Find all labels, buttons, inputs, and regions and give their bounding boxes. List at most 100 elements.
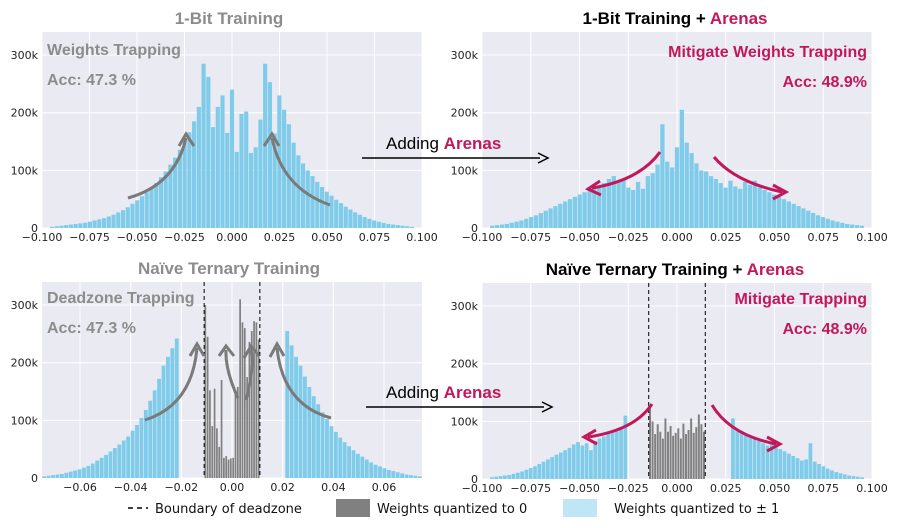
bar-zero	[692, 432, 695, 479]
spread-arrow-left	[587, 403, 654, 439]
bar-pm1	[507, 474, 512, 479]
bar-pm1	[413, 475, 418, 478]
x-tick-label: 0.04	[321, 481, 346, 494]
bar-pm1	[49, 226, 55, 228]
x-tick-label: −0.100	[462, 482, 503, 495]
bar-pm1	[130, 430, 135, 478]
bar-pm1	[854, 225, 860, 228]
bar-pm1	[538, 213, 543, 228]
spread-arrow-right	[712, 156, 783, 194]
bar-pm1	[519, 220, 524, 228]
bar-pm1	[665, 161, 670, 228]
bar-pm1	[106, 216, 111, 228]
bar-pm1	[302, 376, 307, 478]
bar-pm1	[514, 221, 519, 228]
bar-pm1	[567, 199, 573, 228]
bar-pm1	[294, 356, 298, 478]
bar-zero	[695, 427, 698, 479]
bar-pm1	[817, 464, 821, 479]
x-tick-label: 0.025	[710, 482, 742, 495]
bar-pm1	[285, 331, 290, 478]
bar-pm1	[582, 192, 587, 228]
bar-pm1	[348, 209, 353, 228]
bar-pm1	[778, 449, 783, 479]
trap-arrow-left	[127, 137, 188, 200]
bar-pm1	[855, 476, 860, 479]
bar-pm1	[112, 448, 117, 478]
bar-pm1	[139, 418, 144, 478]
panel-ternary-arenas-annotation-mitigate: Mitigate Trapping	[735, 291, 867, 308]
x-tick-label: −0.025	[608, 231, 649, 244]
bar-pm1	[847, 475, 851, 479]
bar-pm1	[835, 221, 840, 228]
bar-pm1	[650, 173, 655, 228]
bar-pm1	[121, 440, 126, 478]
x-tick-label: 0.06	[372, 481, 397, 494]
bar-pm1	[417, 476, 422, 478]
bar-pm1	[391, 224, 396, 228]
bar-pm1	[821, 466, 826, 479]
legend: Boundary of deadzone Weights quantized t…	[128, 499, 779, 517]
bar-pm1	[325, 419, 329, 478]
bar-pm1	[168, 164, 173, 228]
spread-arrow-right-head	[772, 183, 790, 201]
x-tick-label: 0.100	[406, 231, 438, 244]
bar-pm1	[840, 222, 845, 228]
bar-pm1	[343, 206, 348, 228]
x-tick-label: 0.050	[759, 231, 791, 244]
bar-pm1	[752, 438, 757, 479]
bar-pm1	[808, 443, 813, 479]
bar-pm1	[324, 191, 329, 228]
bar-pm1	[173, 157, 178, 228]
bar-pm1	[767, 192, 772, 228]
bar-pm1	[733, 186, 738, 228]
bar-pm1	[563, 450, 567, 479]
bar-pm1	[210, 127, 216, 228]
bar-zero	[661, 438, 664, 479]
bar-pm1	[104, 454, 108, 478]
bar-pm1	[825, 218, 830, 228]
bar-pm1	[386, 223, 391, 228]
panel-1bit-arenas-annotation-mitigate: Mitigate Weights Trapping	[668, 44, 867, 61]
legend-boundary-label: Boundary of deadzone	[155, 502, 302, 517]
bar-pm1	[291, 142, 296, 228]
bar-zero	[211, 426, 214, 478]
panel-ternary-arenas-gridlines	[481, 283, 873, 480]
bar-pm1	[298, 365, 303, 478]
x-tick-label: 0.000	[216, 231, 248, 244]
bar-pm1	[490, 477, 494, 479]
bar-pm1	[206, 76, 211, 228]
bar-pm1	[799, 460, 804, 479]
bar-pm1	[606, 434, 610, 479]
x-tick-label: 0.02	[270, 481, 295, 494]
bar-pm1	[533, 215, 539, 228]
x-tick-label: −0.02	[164, 481, 198, 494]
bar-pm1	[296, 155, 301, 228]
bar-pm1	[307, 386, 312, 478]
panel-ternary-title: Naïve Ternary Training	[138, 259, 320, 278]
bar-zero	[667, 431, 669, 479]
adding-arenas-label-2: Adding Arenas	[386, 383, 501, 402]
bar-pm1	[225, 132, 230, 228]
bar-pm1	[511, 473, 516, 479]
bar-zero	[672, 435, 675, 479]
bar-pm1	[248, 153, 254, 228]
trap-arrow-inner-left	[224, 349, 240, 399]
bar-pm1	[812, 461, 817, 479]
bar-pm1	[674, 147, 680, 228]
bar-pm1	[329, 426, 334, 478]
bar-zero	[204, 305, 207, 478]
x-tick-label: 0.00	[220, 481, 245, 494]
bar-pm1	[187, 132, 192, 228]
bar-pm1	[689, 153, 694, 228]
bar-zero	[232, 457, 235, 478]
bar-pm1	[139, 196, 145, 228]
bar-pm1	[616, 180, 621, 228]
bar-pm1	[614, 429, 619, 479]
bar-pm1	[842, 474, 847, 479]
bar-pm1	[548, 208, 553, 228]
bar-pm1	[405, 226, 410, 228]
panel-ternary-gridlines	[42, 282, 422, 479]
bar-pm1	[623, 415, 628, 479]
